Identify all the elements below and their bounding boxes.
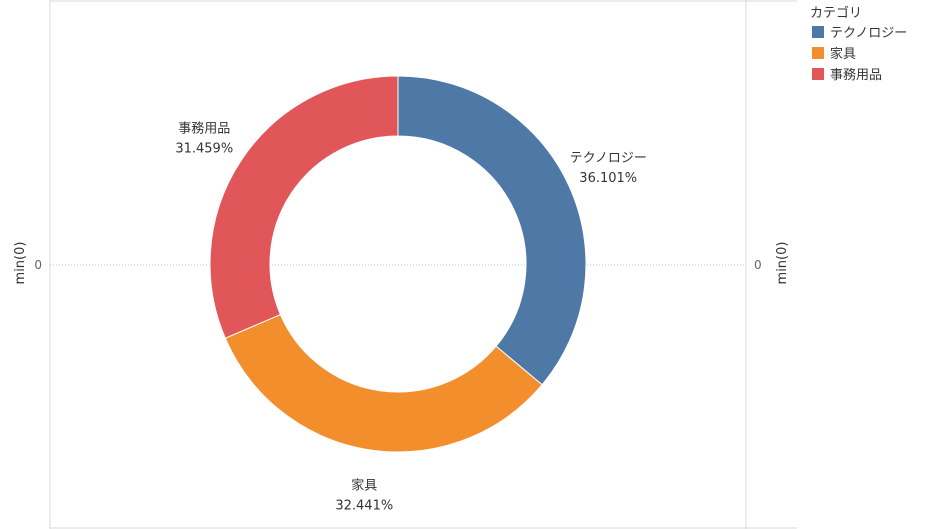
slice-value-technology: 36.101% (579, 171, 637, 186)
slice-value-office-supplies: 31.459% (175, 141, 233, 156)
legend-label-furniture[interactable]: 家具 (830, 46, 856, 62)
slice-label-office-supplies: 事務用品 (178, 121, 230, 136)
legend-title: カテゴリ (810, 5, 862, 21)
slice-furniture[interactable] (224, 313, 543, 453)
right-tick-label: 0 (754, 258, 762, 272)
legend-swatch-furniture[interactable] (812, 47, 824, 59)
slice-office-supplies[interactable] (209, 75, 399, 339)
right-axis-title: min(0) (775, 242, 790, 285)
donut-slices (209, 75, 587, 453)
slice-labels: テクノロジー 36.101% 家具 32.441% 事務用品 31.459% (175, 121, 647, 513)
legend-swatch-office-supplies[interactable] (812, 68, 824, 80)
slice-label-technology: テクノロジー (570, 151, 647, 166)
slice-technology[interactable] (397, 75, 587, 386)
left-tick-label: 0 (34, 258, 42, 272)
slice-value-furniture: 32.441% (335, 499, 393, 514)
legend-label-office-supplies[interactable]: 事務用品 (830, 68, 882, 83)
slice-label-furniture: 家具 (351, 478, 377, 494)
legend-label-technology[interactable]: テクノロジー (830, 26, 907, 41)
legend-swatch-technology[interactable] (812, 26, 824, 38)
left-axis-title: min(0) (13, 242, 28, 285)
